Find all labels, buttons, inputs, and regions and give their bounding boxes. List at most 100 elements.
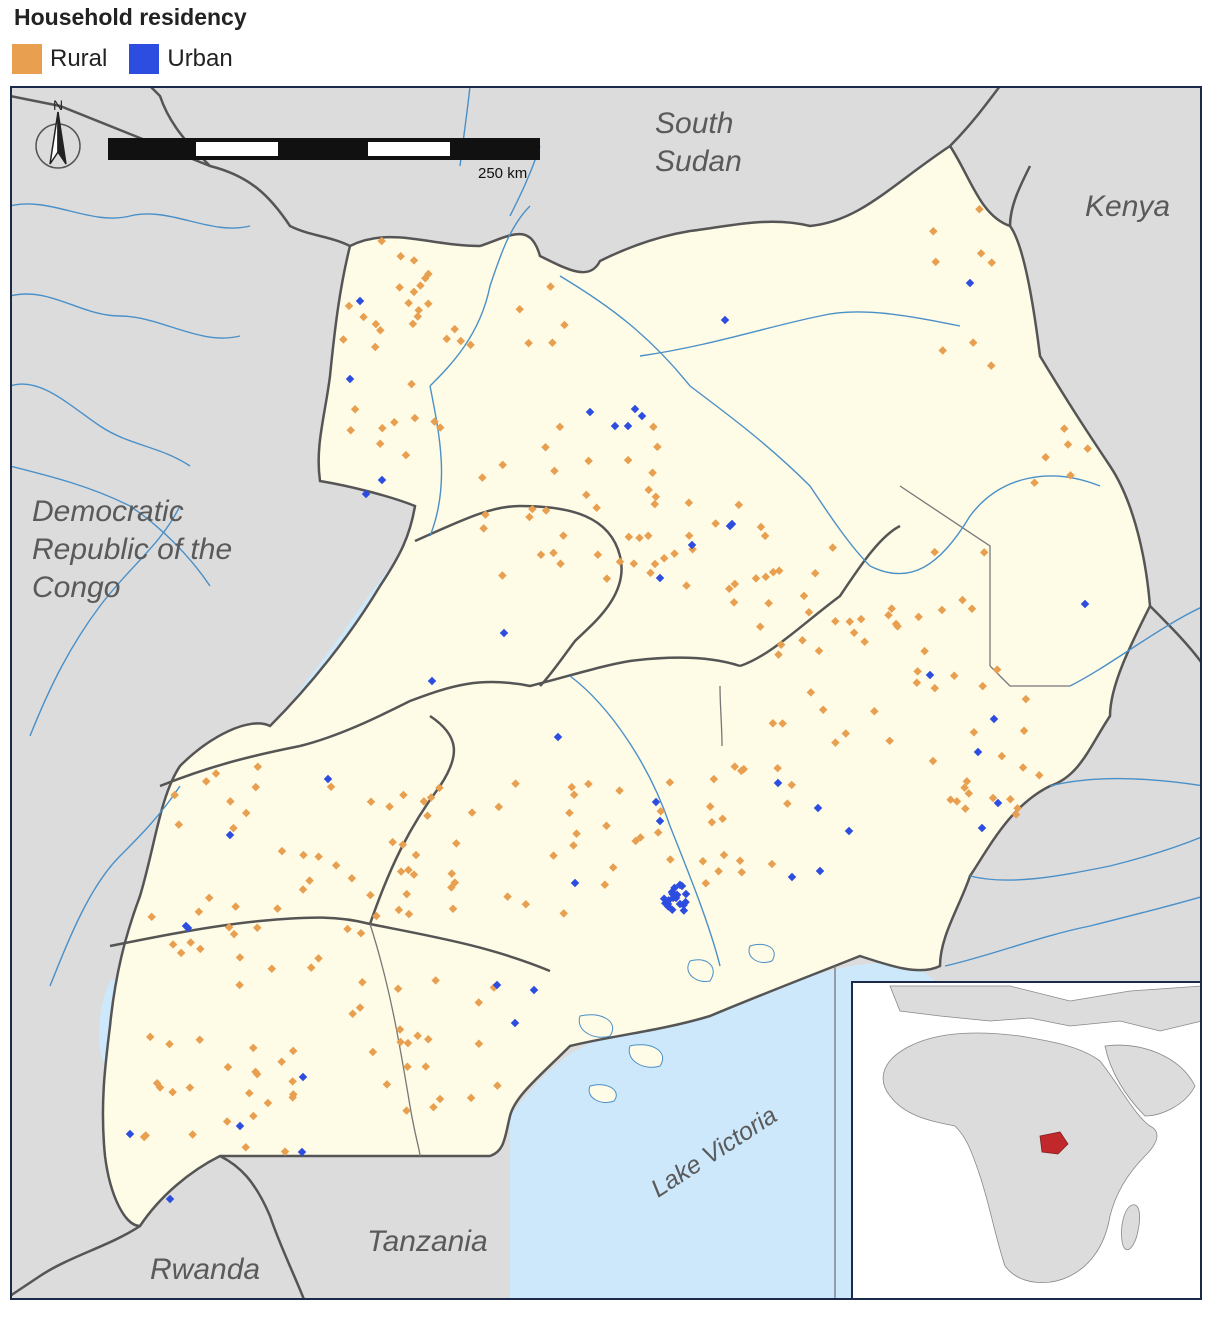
rural-point	[435, 783, 444, 793]
rural-point	[841, 729, 851, 738]
rural-point	[493, 1081, 502, 1090]
rural-point	[447, 869, 457, 878]
rural-point	[952, 797, 962, 806]
rural-point	[964, 789, 974, 798]
rural-point	[326, 782, 336, 791]
rural-point	[409, 256, 419, 265]
rural-point	[404, 865, 413, 875]
urban-point	[659, 894, 669, 903]
rural-point	[402, 889, 411, 899]
rural-point	[408, 319, 418, 329]
rural-point	[1034, 770, 1044, 780]
rural-point	[396, 867, 406, 876]
rural-swatch	[12, 44, 42, 74]
rural-point	[600, 880, 610, 890]
rural-point	[565, 808, 574, 818]
rural-point	[920, 646, 929, 656]
legend: Rural Urban	[12, 44, 255, 74]
rural-point	[1063, 440, 1073, 449]
north-label: N	[53, 97, 63, 113]
urban-point	[668, 889, 677, 899]
rural-point	[404, 298, 413, 308]
rural-point	[806, 688, 816, 697]
rural-point	[450, 324, 459, 334]
rural-point	[375, 439, 385, 448]
rural-point	[378, 423, 387, 433]
urban-point	[499, 628, 509, 638]
urban-point	[815, 866, 825, 876]
rural-point	[701, 878, 711, 888]
urban-points	[125, 278, 1090, 1204]
rural-point	[511, 779, 520, 788]
label-south-sudan-2: Sudan	[655, 145, 742, 178]
rural-point	[698, 856, 708, 866]
rural-point	[968, 338, 978, 347]
rural-point	[450, 878, 460, 887]
rural-point	[602, 821, 611, 831]
rural-point	[1021, 694, 1031, 704]
rural-point	[305, 876, 314, 885]
rural-point	[267, 964, 277, 974]
urban-point	[492, 980, 502, 990]
rural-point	[549, 548, 558, 558]
rural-point	[643, 531, 653, 540]
rural-point	[306, 963, 316, 972]
rural-point	[366, 890, 375, 900]
rural-point	[277, 846, 287, 856]
rural-point	[348, 1009, 357, 1018]
legend-label-urban: Urban	[167, 45, 233, 72]
rural-point	[195, 1035, 204, 1045]
label-tanzania: Tanzania	[367, 1225, 488, 1258]
rural-point	[946, 795, 955, 804]
rural-point	[421, 1062, 431, 1071]
rural-point	[776, 640, 786, 649]
rural-point	[376, 326, 385, 335]
rural-point	[435, 1094, 445, 1104]
rural-point	[559, 909, 568, 918]
urban-point	[655, 816, 665, 826]
rural-point	[739, 764, 749, 774]
rural-point	[734, 500, 744, 510]
rural-point	[914, 612, 923, 622]
rural-point	[992, 665, 1002, 674]
rural-point	[729, 598, 739, 607]
rural-point	[410, 413, 420, 423]
rural-point	[430, 417, 439, 426]
label-drc-1: Democratic	[32, 495, 184, 528]
rural-point	[937, 605, 947, 615]
rural-point	[346, 426, 355, 435]
rural-point	[456, 336, 466, 346]
lake-victoria	[510, 963, 950, 1300]
inset-africa	[882, 1032, 1158, 1283]
rural-point	[735, 856, 745, 865]
inset-madagascar	[1121, 1204, 1140, 1251]
rural-point	[394, 905, 404, 915]
urban-point	[993, 798, 1003, 808]
rural-point	[371, 319, 381, 329]
rural-point	[608, 863, 618, 872]
rural-point	[778, 719, 787, 728]
uganda-territory	[101, 144, 1152, 1228]
map-frame	[10, 86, 1202, 1300]
rural-point	[960, 783, 969, 792]
urban-point	[355, 296, 365, 306]
rural-point	[653, 442, 662, 452]
rural-point	[928, 756, 938, 766]
rural-point	[860, 637, 869, 646]
rural-point	[429, 1102, 438, 1112]
urban-point	[925, 670, 935, 680]
rural-point	[350, 405, 360, 414]
rural-point	[370, 342, 380, 352]
rural-point	[467, 808, 477, 817]
rural-point	[280, 1147, 290, 1156]
urban-point	[787, 872, 797, 882]
legend-title: Household residency	[14, 4, 247, 30]
rural-point	[344, 301, 354, 311]
rural-point	[388, 837, 397, 847]
urban-point	[323, 774, 333, 784]
rural-point	[1018, 763, 1028, 772]
urban-point	[973, 747, 983, 757]
map[interactable]: South Sudan Kenya Democratic Republic of…	[10, 86, 1204, 1302]
rural-point	[414, 306, 423, 315]
rural-point	[1011, 810, 1021, 819]
